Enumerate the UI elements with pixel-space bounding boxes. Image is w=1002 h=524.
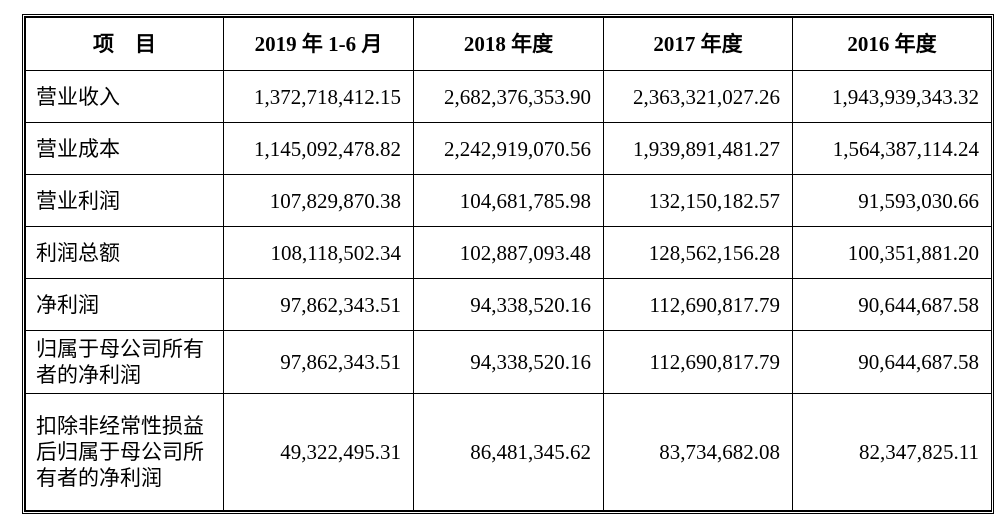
row-label: 扣除非经常性损益后归属于母公司所有者的净利润 (25, 393, 224, 511)
table-row: 营业利润 107,829,870.38 104,681,785.98 132,1… (25, 174, 992, 227)
header-2016: 2016 年度 (792, 17, 992, 71)
cell-value: 94,338,520.16 (413, 330, 604, 394)
cell-value: 82,347,825.11 (792, 393, 992, 511)
header-item: 项 目 (25, 17, 224, 71)
cell-value: 94,338,520.16 (413, 278, 604, 331)
row-label: 利润总额 (25, 226, 224, 279)
cell-value: 1,564,387,114.24 (792, 122, 992, 175)
header-2019h1: 2019 年 1-6 月 (223, 17, 414, 71)
cell-value: 49,322,495.31 (223, 393, 414, 511)
cell-value: 90,644,687.58 (792, 330, 992, 394)
cell-value: 83,734,682.08 (603, 393, 793, 511)
cell-value: 108,118,502.34 (223, 226, 414, 279)
cell-value: 132,150,182.57 (603, 174, 793, 227)
cell-value: 2,242,919,070.56 (413, 122, 604, 175)
row-label: 营业收入 (25, 70, 224, 123)
cell-value: 86,481,345.62 (413, 393, 604, 511)
table-row: 扣除非经常性损益后归属于母公司所有者的净利润 49,322,495.31 86,… (25, 393, 992, 511)
cell-value: 1,145,092,478.82 (223, 122, 414, 175)
table-row: 归属于母公司所有者的净利润 97,862,343.51 94,338,520.1… (25, 330, 992, 394)
table-row: 净利润 97,862,343.51 94,338,520.16 112,690,… (25, 278, 992, 331)
table-row: 营业收入 1,372,718,412.15 2,682,376,353.90 2… (25, 70, 992, 123)
table-row: 利润总额 108,118,502.34 102,887,093.48 128,5… (25, 226, 992, 279)
cell-value: 97,862,343.51 (223, 330, 414, 394)
cell-value: 97,862,343.51 (223, 278, 414, 331)
cell-value: 1,943,939,343.32 (792, 70, 992, 123)
table-row: 营业成本 1,145,092,478.82 2,242,919,070.56 1… (25, 122, 992, 175)
cell-value: 104,681,785.98 (413, 174, 604, 227)
cell-value: 100,351,881.20 (792, 226, 992, 279)
cell-value: 2,363,321,027.26 (603, 70, 793, 123)
cell-value: 1,372,718,412.15 (223, 70, 414, 123)
cell-value: 102,887,093.48 (413, 226, 604, 279)
header-2018: 2018 年度 (413, 17, 604, 71)
cell-value: 128,562,156.28 (603, 226, 793, 279)
financial-table-frame: 项 目 2019 年 1-6 月 2018 年度 2017 年度 2016 年度… (22, 14, 994, 514)
row-label: 营业成本 (25, 122, 224, 175)
cell-value: 91,593,030.66 (792, 174, 992, 227)
cell-value: 107,829,870.38 (223, 174, 414, 227)
header-row: 项 目 2019 年 1-6 月 2018 年度 2017 年度 2016 年度 (25, 17, 992, 71)
row-label: 归属于母公司所有者的净利润 (25, 330, 224, 394)
financial-summary-table: 项 目 2019 年 1-6 月 2018 年度 2017 年度 2016 年度… (25, 17, 992, 511)
cell-value: 2,682,376,353.90 (413, 70, 604, 123)
row-label: 营业利润 (25, 174, 224, 227)
cell-value: 1,939,891,481.27 (603, 122, 793, 175)
row-label: 净利润 (25, 278, 224, 331)
cell-value: 112,690,817.79 (603, 330, 793, 394)
header-2017: 2017 年度 (603, 17, 793, 71)
cell-value: 90,644,687.58 (792, 278, 992, 331)
cell-value: 112,690,817.79 (603, 278, 793, 331)
